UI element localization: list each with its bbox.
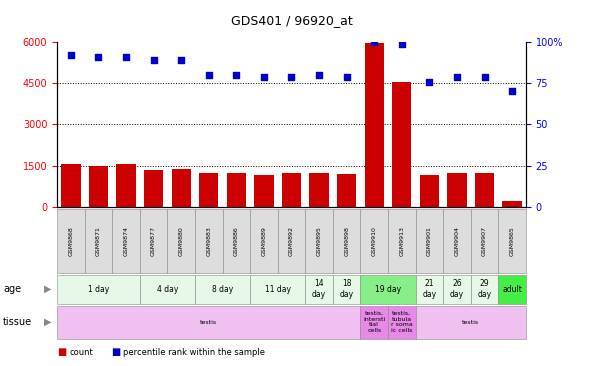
Text: 18
day: 18 day <box>340 279 354 299</box>
Bar <box>117 164 136 207</box>
Text: testis,
intersti
tial
cells: testis, intersti tial cells <box>363 311 385 333</box>
Text: testis: testis <box>462 320 479 325</box>
Text: testis,
tubula
r soma
ic cells: testis, tubula r soma ic cells <box>391 311 413 333</box>
Point <box>424 79 434 85</box>
Text: GSM9901: GSM9901 <box>427 226 432 255</box>
Point <box>314 72 324 78</box>
Point <box>176 57 186 63</box>
Text: testis: testis <box>200 320 218 325</box>
Point <box>397 41 407 46</box>
Text: GSM9880: GSM9880 <box>178 226 184 255</box>
Point <box>507 89 517 94</box>
Text: GSM9907: GSM9907 <box>482 226 487 255</box>
Text: GSM9913: GSM9913 <box>399 226 404 255</box>
Text: GSM9871: GSM9871 <box>96 226 101 255</box>
Bar <box>447 173 466 207</box>
Text: GSM9877: GSM9877 <box>151 226 156 255</box>
Bar <box>282 173 301 207</box>
Bar <box>199 173 218 207</box>
Point <box>149 57 159 63</box>
Text: GSM9886: GSM9886 <box>234 226 239 255</box>
Point <box>370 39 379 45</box>
Bar <box>144 170 163 207</box>
Point <box>259 74 269 79</box>
Text: count: count <box>69 348 93 357</box>
Text: 4 day: 4 day <box>157 285 178 294</box>
Text: GSM9874: GSM9874 <box>124 226 129 255</box>
Text: 1 day: 1 day <box>88 285 109 294</box>
Text: percentile rank within the sample: percentile rank within the sample <box>123 348 265 357</box>
Bar <box>419 175 439 207</box>
Text: ▶: ▶ <box>44 284 51 294</box>
Point <box>452 74 462 79</box>
Point <box>480 74 489 79</box>
Text: GSM9883: GSM9883 <box>206 226 212 255</box>
Bar <box>365 43 384 207</box>
Text: 21
day: 21 day <box>423 279 436 299</box>
Text: 8 day: 8 day <box>212 285 233 294</box>
Bar <box>89 166 108 207</box>
Bar <box>61 164 81 207</box>
Text: GSM9904: GSM9904 <box>454 226 459 255</box>
Text: adult: adult <box>502 285 522 294</box>
Text: 26
day: 26 day <box>450 279 464 299</box>
Bar <box>502 201 522 207</box>
Text: tissue: tissue <box>3 317 32 327</box>
Bar <box>475 173 494 207</box>
Text: ▶: ▶ <box>44 317 51 327</box>
Point <box>204 72 213 78</box>
Bar <box>337 173 356 207</box>
Text: 29
day: 29 day <box>477 279 492 299</box>
Point <box>231 72 241 78</box>
Text: ■: ■ <box>57 347 66 357</box>
Text: GSM9865: GSM9865 <box>510 226 514 255</box>
Bar <box>310 173 329 207</box>
Text: GSM9898: GSM9898 <box>344 226 349 255</box>
Text: GSM9868: GSM9868 <box>69 226 73 255</box>
Bar <box>227 173 246 207</box>
Point <box>66 52 76 58</box>
Point <box>121 54 131 60</box>
Text: GSM9892: GSM9892 <box>289 226 294 255</box>
Text: 19 day: 19 day <box>375 285 401 294</box>
Text: age: age <box>3 284 21 294</box>
Text: 11 day: 11 day <box>264 285 291 294</box>
Bar <box>392 82 412 207</box>
Text: 14
day: 14 day <box>312 279 326 299</box>
Text: GSM9910: GSM9910 <box>371 226 377 255</box>
Point <box>342 74 352 79</box>
Text: GSM9895: GSM9895 <box>317 226 322 255</box>
Bar <box>171 169 191 207</box>
Text: GSM9889: GSM9889 <box>261 226 266 255</box>
Text: GDS401 / 96920_at: GDS401 / 96920_at <box>231 14 352 27</box>
Point <box>287 74 296 79</box>
Point <box>94 54 103 60</box>
Bar <box>254 175 273 207</box>
Text: ■: ■ <box>111 347 120 357</box>
